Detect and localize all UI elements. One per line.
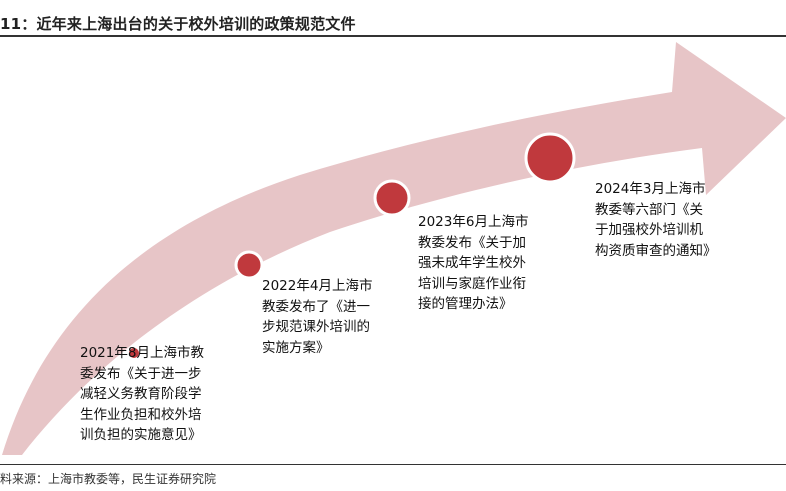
event-line: 教委发布《关于加 — [418, 234, 526, 251]
milestone-dot-2022 — [234, 250, 264, 280]
milestone-dot-2023 — [373, 179, 411, 217]
event-line: 2023年6月上海市 — [418, 214, 529, 230]
milestone-dot-2021 — [127, 346, 141, 360]
event-line: 于加强校外培训机 — [595, 222, 703, 238]
event-line: 构资质审查的通知》 — [595, 242, 717, 259]
event-line: 2021年8月上海市教 — [80, 345, 204, 361]
event-line: 实施方案》 — [262, 339, 330, 356]
title-rule — [0, 35, 786, 37]
event-line: 训负担的实施意见》 — [80, 427, 202, 443]
event-line: 委发布《关于进一步 — [80, 365, 202, 382]
event-line: 生作业负担和校外培 — [80, 406, 202, 423]
event-line: 强未成年学生校外 — [418, 255, 526, 271]
milestone-dot-2024 — [524, 132, 576, 184]
event-line: 2024年3月上海市 — [595, 181, 706, 197]
source-note: 料来源：上海市教委等，民生证券研究院 — [0, 472, 217, 486]
event-2022: 2022年4月上海市 教委发布了《进一 步规范课外培训的 实施方案》 — [262, 276, 402, 358]
source-rule — [0, 464, 786, 465]
event-line: 教委等六部门《关 — [595, 201, 703, 218]
event-line: 2022年4月上海市 — [262, 278, 373, 294]
event-line: 培训与家庭作业衔 — [418, 275, 526, 292]
event-2021: 2021年8月上海市教 委发布《关于进一步 减轻义务教育阶段学 生作业负担和校外… — [80, 343, 230, 446]
event-line: 步规范课外培训的 — [262, 319, 370, 335]
growth-arrow — [2, 42, 786, 455]
event-2024: 2024年3月上海市 教委等六部门《关 于加强校外培训机 构资质审查的通知》 — [595, 179, 735, 261]
figure-title: 11：近年来上海出台的关于校外培训的政策规范文件 — [0, 15, 356, 33]
event-2023: 2023年6月上海市 教委发布《关于加 强未成年学生校外 培训与家庭作业衔 接的… — [418, 212, 558, 315]
event-line: 减轻义务教育阶段学 — [80, 386, 202, 402]
event-line: 接的管理办法》 — [418, 296, 513, 312]
event-line: 教委发布了《进一 — [262, 298, 370, 315]
